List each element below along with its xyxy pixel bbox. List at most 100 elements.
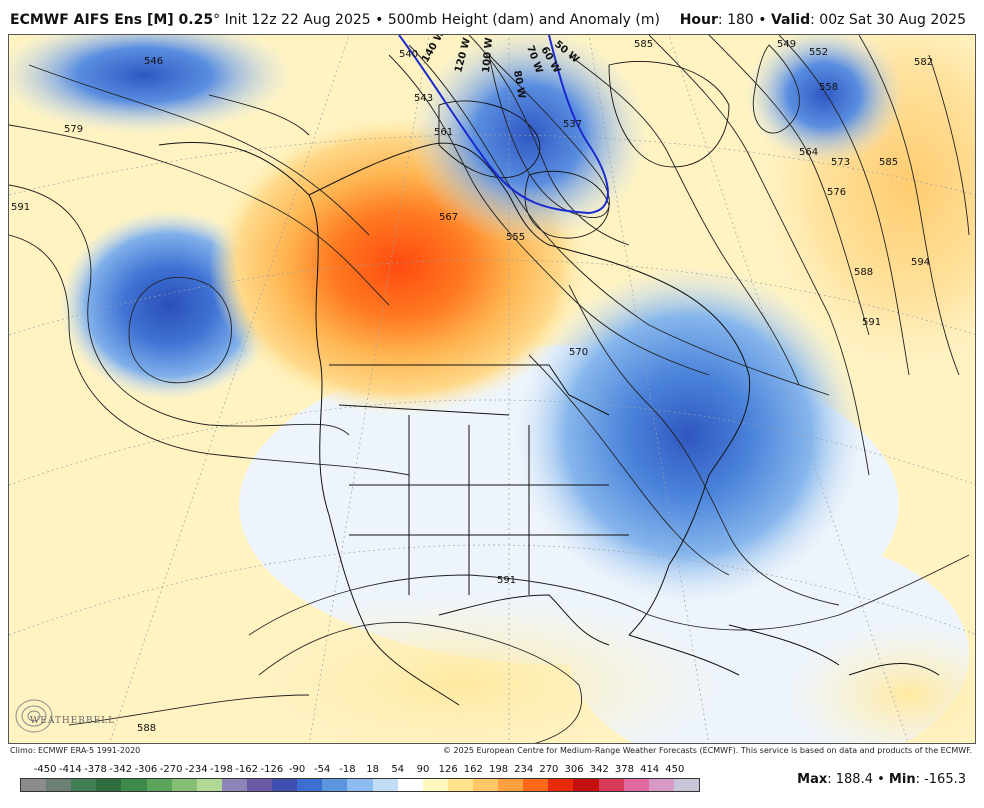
colorbar-swatch xyxy=(548,779,574,791)
hour-value: : 180 xyxy=(717,12,754,28)
colorbar xyxy=(20,778,700,792)
colorbar-tick: -18 xyxy=(339,764,356,775)
contour-label: 570 xyxy=(569,347,588,358)
hour-label: Hour xyxy=(679,12,718,28)
map-title: ECMWF AIFS Ens [M] 0.25° Init 12z 22 Aug… xyxy=(10,12,660,28)
hour-valid: Hour: 180 • Valid: 00z Sat 30 Aug 2025 xyxy=(680,12,966,28)
colorbar-swatch xyxy=(272,779,298,791)
colorbar-tick: -90 xyxy=(288,764,306,775)
contour-label: 564 xyxy=(799,147,818,158)
colorbar-tick: -450 xyxy=(33,764,57,775)
contour-label: 591 xyxy=(497,575,516,586)
contour-label: 540 xyxy=(399,49,418,60)
colorbar-tick: -306 xyxy=(134,764,158,775)
hudson-bay-low-anomaly xyxy=(409,35,649,245)
colorbar-tick: 162 xyxy=(463,764,483,775)
contour-label: 591 xyxy=(11,202,30,213)
contour-label: 561 xyxy=(434,127,453,138)
contour-label: 585 xyxy=(879,157,898,168)
colorbar-tick: 90 xyxy=(416,764,430,775)
aleutian-low-anomaly xyxy=(9,35,294,135)
height-contours xyxy=(9,35,970,743)
contour-label: 588 xyxy=(137,723,156,734)
colorbar-swatch xyxy=(498,779,524,791)
min-label: Min xyxy=(888,772,916,787)
contour-label: 549 xyxy=(777,39,796,50)
colorbar-tick: 234 xyxy=(514,764,534,775)
contour-label: 567 xyxy=(439,212,458,223)
colorbar-swatch xyxy=(146,779,172,791)
lon-label: 100 W xyxy=(481,37,495,73)
graticule xyxy=(9,35,975,743)
eastern-trough-anomaly xyxy=(514,265,864,605)
colorbar-tick: 342 xyxy=(589,764,609,775)
colorbar-swatch xyxy=(422,779,448,791)
colorbar-swatch xyxy=(523,779,549,791)
colorbar-tick: -414 xyxy=(59,764,82,775)
colorbar-swatch xyxy=(397,779,423,791)
colorbar-tick: 414 xyxy=(640,764,660,775)
colorbar-swatch xyxy=(297,779,323,791)
contour-540-blue xyxy=(398,35,609,215)
colorbar-tick-labels: -450 -414 -378 -342 -306 -270 -234 -198 -162 -126… xyxy=(14,764,714,776)
stats-separator: • xyxy=(872,772,889,787)
colorbar-tick: 54 xyxy=(391,764,405,775)
greenland-low-anomaly xyxy=(744,35,904,165)
colorbar-tick: -54 xyxy=(314,764,331,775)
colorbar-tick: -270 xyxy=(159,764,183,775)
contour-label: 558 xyxy=(819,82,838,93)
colorbar-swatch xyxy=(322,779,348,791)
contour-label: 579 xyxy=(64,124,83,135)
contour-label: 555 xyxy=(506,232,525,243)
anomaly-map: 546 579 591 540 543 549 552 558 564 573 … xyxy=(9,35,975,743)
map-panel: 546 579 591 540 543 549 552 558 564 573 … xyxy=(8,34,976,744)
colorbar-swatch xyxy=(196,779,222,791)
colorbar-tick: 306 xyxy=(564,764,584,775)
contour-label: 576 xyxy=(827,187,846,198)
colorbar-tick: -162 xyxy=(235,764,259,775)
valid-label: Valid xyxy=(770,12,811,28)
contour-label-group: 546 579 591 540 543 549 552 558 564 573 … xyxy=(11,39,933,734)
logo-text: WEATHERBELL xyxy=(30,716,116,726)
colorbar-swatch xyxy=(46,779,72,791)
contour-label: 543 xyxy=(414,93,433,104)
init-time: Init 12z 22 Aug 2025 xyxy=(224,12,371,28)
colorbar-swatch xyxy=(347,779,373,791)
colorbar-tick: 450 xyxy=(665,764,685,775)
max-min-stats: Max: 188.4 • Min: -165.3 xyxy=(797,772,966,787)
max-label: Max xyxy=(797,772,828,787)
colorbar-tick: 126 xyxy=(438,764,458,775)
valid-value: : 00z Sat 30 Aug 2025 xyxy=(810,12,966,28)
coastlines xyxy=(158,142,940,706)
colorbar-swatch xyxy=(472,779,499,791)
contour-label: 591 xyxy=(862,317,881,328)
colorbar-swatch xyxy=(623,779,649,791)
weatherbell-logo xyxy=(15,699,53,733)
contour-label: 582 xyxy=(914,57,933,68)
header: ECMWF AIFS Ens [M] 0.25° Init 12z 22 Aug… xyxy=(0,0,984,34)
colorbar-swatch xyxy=(221,779,247,791)
field-name: 500mb Height (dam) and Anomaly (m) xyxy=(387,12,660,28)
colorbar-swatch xyxy=(171,779,197,791)
contour-label: 552 xyxy=(809,47,828,58)
colorbar-swatch xyxy=(598,779,624,791)
colorbar-tick: -234 xyxy=(184,764,208,775)
climo-note: Climo: ECMWF ERA-5 1991-2020 xyxy=(10,746,141,755)
lon-label: 80 W xyxy=(511,70,527,100)
degree-symbol: ° xyxy=(213,12,221,28)
model-name: ECMWF AIFS Ens [M] 0.25 xyxy=(10,12,214,28)
colorbar-tick: -342 xyxy=(109,764,133,775)
colorbar-swatch xyxy=(96,779,122,791)
copyright-note: © 2025 European Centre for Medium-Range … xyxy=(443,746,972,755)
contour-label: 585 xyxy=(634,39,653,50)
colorbar-swatch xyxy=(447,779,473,791)
title-separator: • xyxy=(375,12,384,28)
max-value: : 188.4 xyxy=(827,772,873,787)
colorbar-tick: 270 xyxy=(539,764,559,775)
colorbar-swatch xyxy=(372,779,398,791)
contour-label: 537 xyxy=(563,119,582,130)
contour-label: 546 xyxy=(144,56,163,67)
colorbar-swatch xyxy=(21,779,47,791)
colorbar-swatch xyxy=(648,779,674,791)
colorbar-tick: -378 xyxy=(84,764,107,775)
